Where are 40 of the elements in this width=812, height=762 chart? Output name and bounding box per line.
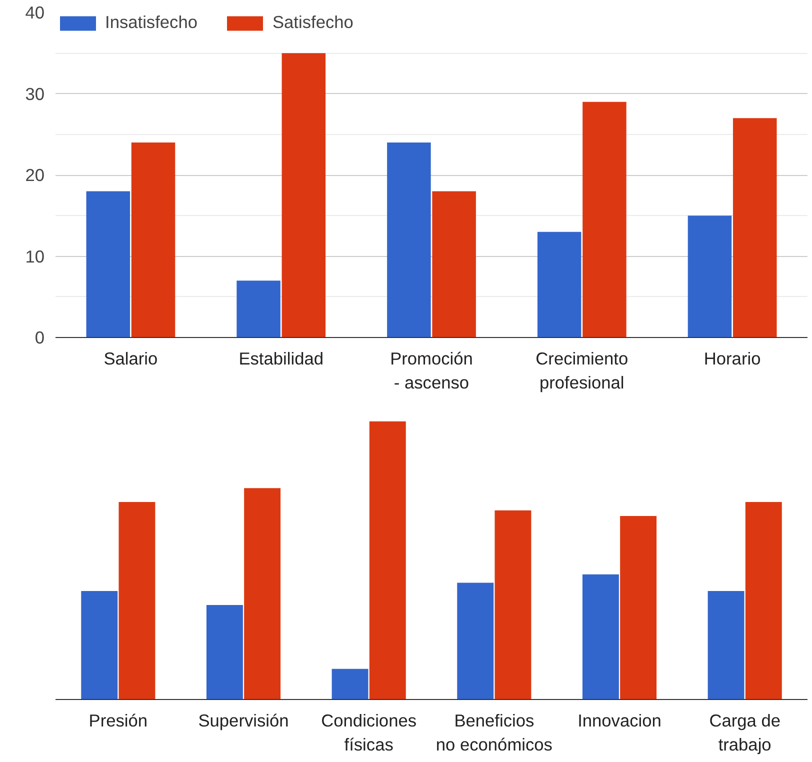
bar — [494, 510, 532, 700]
bar — [457, 582, 494, 700]
bar — [244, 488, 281, 700]
x-tick-label: Salario — [104, 348, 158, 368]
bar — [206, 604, 243, 700]
bar — [387, 142, 431, 338]
x-tick-label: Carga de trabajo — [709, 710, 780, 754]
bar — [81, 591, 118, 700]
y-tick-label: 40 — [25, 2, 45, 22]
bar — [582, 574, 619, 700]
bar — [432, 191, 476, 338]
bar — [236, 280, 280, 338]
bar — [537, 232, 582, 338]
bar — [620, 516, 657, 700]
y-tick-label: 30 — [25, 84, 45, 104]
x-tick-label: Presión — [88, 710, 148, 730]
x-tick-label: Estabilidad — [238, 348, 324, 368]
bar — [688, 216, 732, 338]
x-tick-label: Innovacion — [578, 710, 662, 730]
y-tick-label: 0 — [34, 328, 45, 348]
bar — [131, 142, 176, 338]
bar — [745, 502, 782, 700]
bar — [369, 421, 406, 700]
bar — [282, 53, 326, 338]
legend-label: Insatisfecho — [105, 12, 198, 33]
bar — [86, 191, 130, 338]
x-tick-label: Horario — [704, 348, 761, 368]
x-tick-label: Crecimiento profesional — [536, 348, 628, 392]
y-tick-label: 10 — [25, 246, 45, 266]
legend-label: Satisfecho — [272, 12, 354, 33]
x-tick-label: Condiciones físicas — [321, 710, 417, 754]
x-tick-label: Supervisión — [198, 710, 289, 730]
bar — [732, 118, 777, 338]
y-tick-label: 20 — [25, 165, 45, 185]
x-tick-label: Promoción - ascenso — [390, 348, 473, 392]
x-tick-label: Beneficios no económicos — [436, 710, 553, 754]
bar — [118, 502, 156, 700]
bar — [332, 668, 368, 700]
bar — [582, 102, 626, 338]
bar — [708, 591, 744, 700]
